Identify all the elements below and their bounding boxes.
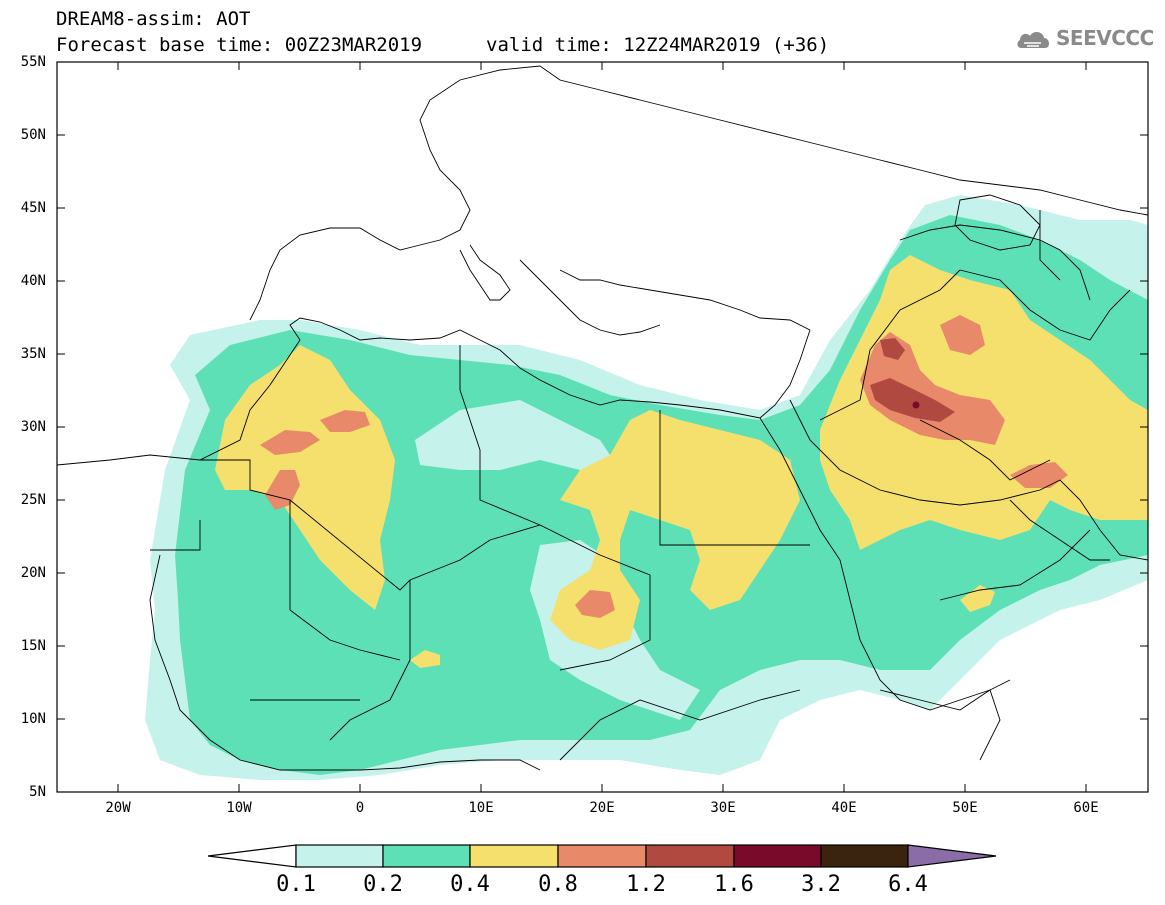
lon-label: 50E <box>952 800 978 816</box>
coastlines-and-borders <box>57 65 1148 771</box>
lon-label: 10E <box>468 800 494 816</box>
lon-label: 20E <box>589 800 615 816</box>
lon-label: 30E <box>710 800 736 816</box>
lon-label: 10W <box>226 800 252 816</box>
lon-label: 40E <box>831 800 857 816</box>
lat-label: 55N <box>20 54 46 70</box>
aot-band-1.2 <box>870 378 955 422</box>
lon-label: 20W <box>105 800 131 816</box>
colorbar-bin-5 <box>645 844 735 868</box>
aot-band-0.8-a <box>260 430 320 455</box>
colorbar-label: 0.1 <box>276 872 316 897</box>
colorbar-bin-6 <box>733 844 822 868</box>
colorbar-low-arrow <box>207 844 297 868</box>
lat-label: 40N <box>20 273 46 289</box>
valid-time: valid time: 12Z24MAR2019 (+36) <box>486 34 830 56</box>
aot-band-1.2-b <box>880 338 905 360</box>
lat-label: 10N <box>20 711 46 727</box>
aot-field <box>145 195 1148 780</box>
aot-band-0.4-e <box>960 585 995 612</box>
map-title: DREAM8-assim: AOT <box>56 8 251 30</box>
lon-label: 0 <box>355 800 365 816</box>
colorbar-bin-3 <box>469 844 559 868</box>
colorbar-high-arrow <box>907 844 997 868</box>
lat-label: 15N <box>20 638 46 654</box>
colorbar-label: 6.4 <box>888 872 928 897</box>
forecast-base-time: Forecast base time: 00Z23MAR2019 <box>56 34 423 56</box>
colorbar-label: 1.2 <box>626 872 666 897</box>
colorbar-bin-1 <box>295 844 384 868</box>
grid-ticks <box>57 61 1148 792</box>
aot-band-0.8-g <box>1010 462 1068 488</box>
logo-text: SEEVCCC <box>1056 26 1154 50</box>
map-frame <box>56 61 1149 793</box>
aot-band-0.1-pocket <box>415 400 620 470</box>
aot-band-0.8-d <box>575 590 615 618</box>
lat-label: 5N <box>29 784 46 800</box>
aot-band-0.8-e <box>860 332 1005 445</box>
lat-label: 25N <box>20 492 46 508</box>
colorbar-label: 0.2 <box>363 872 403 897</box>
colorbar-labels: 0.1 0.2 0.4 0.8 1.2 1.6 3.2 6.4 <box>0 872 1165 902</box>
colorbar <box>207 844 997 868</box>
aot-band-0.4-d <box>410 650 440 668</box>
colorbar-bin-2 <box>382 844 471 868</box>
colorbar-bin-7 <box>820 844 909 868</box>
lat-label: 45N <box>20 200 46 216</box>
cloud-logo-icon <box>1017 32 1050 48</box>
colorbar-label: 3.2 <box>801 872 841 897</box>
lat-label: 20N <box>20 565 46 581</box>
colorbar-label: 1.6 <box>714 872 754 897</box>
aot-band-0.8-f <box>940 315 985 355</box>
aot-band-1.6 <box>912 401 920 409</box>
colorbar-label: 0.8 <box>538 872 578 897</box>
lat-label: 35N <box>20 346 46 362</box>
lat-label: 50N <box>20 127 46 143</box>
aot-band-0.8-c <box>265 470 300 510</box>
lat-label: 30N <box>20 419 46 435</box>
colorbar-bin-4 <box>557 844 647 868</box>
colorbar-label: 0.4 <box>450 872 490 897</box>
aot-band-0.8-b <box>320 410 370 432</box>
lon-label: 60E <box>1073 800 1099 816</box>
aot-band-0.4-b <box>550 410 800 650</box>
